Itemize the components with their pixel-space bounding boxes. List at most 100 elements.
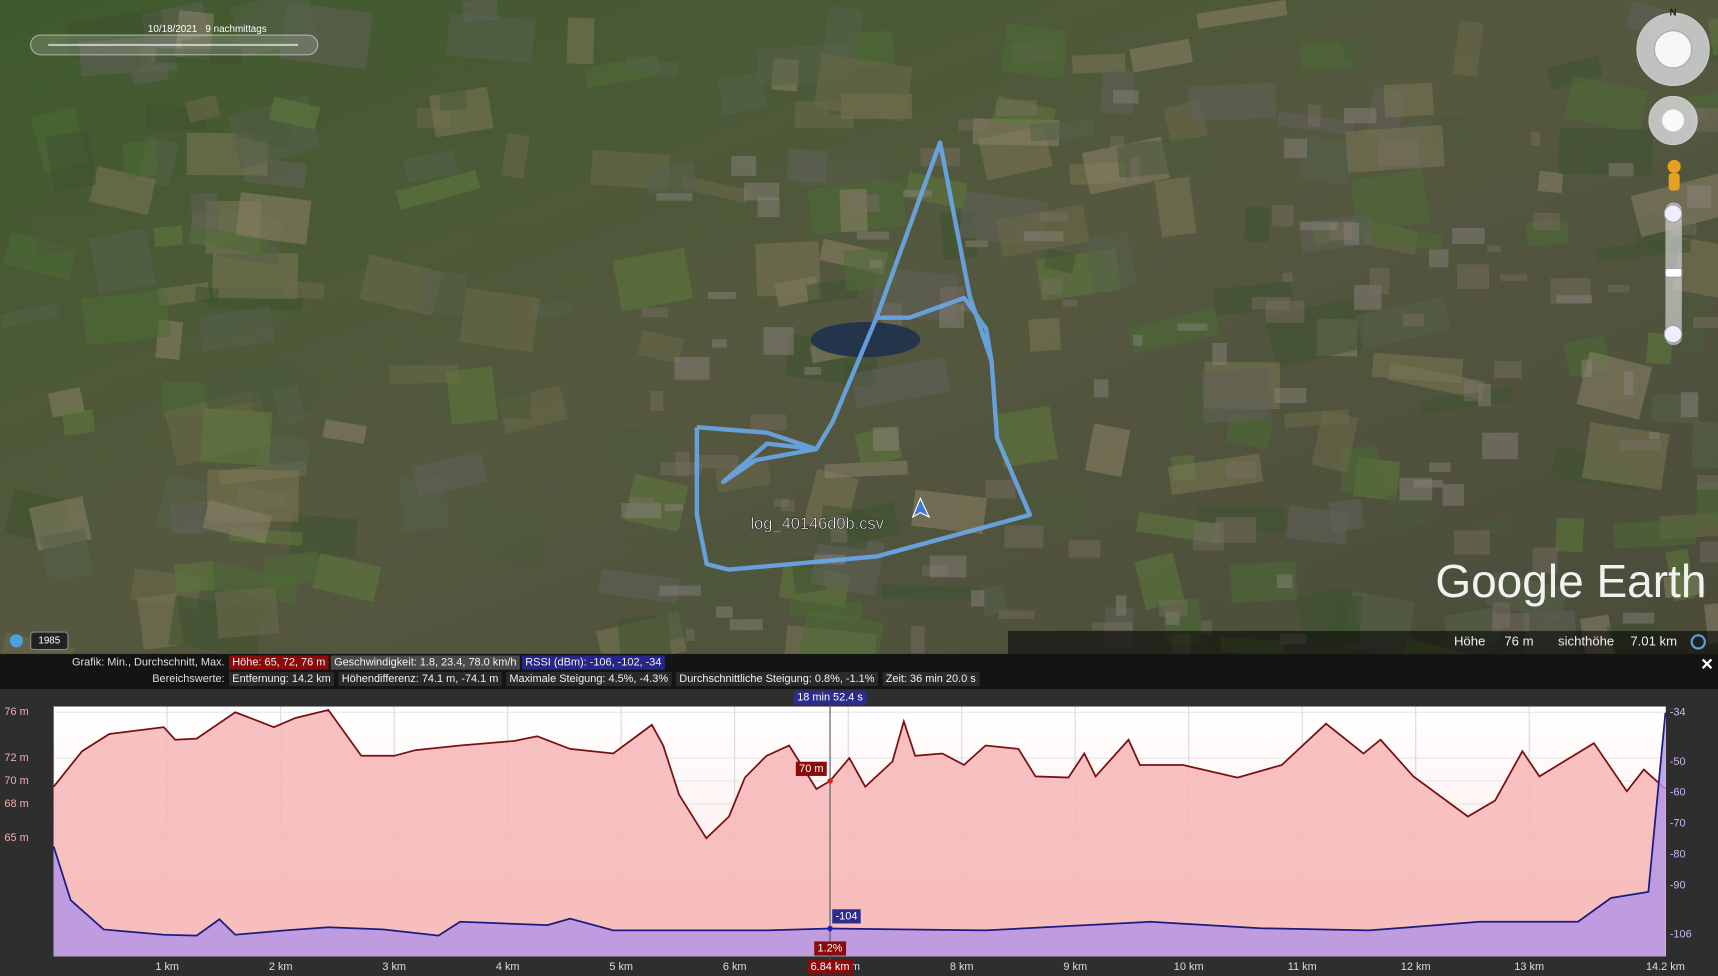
zoom-thumb[interactable] <box>1664 267 1683 278</box>
urban-block <box>1226 461 1257 479</box>
look-joystick[interactable] <box>1653 30 1693 69</box>
urban-block <box>1532 547 1558 574</box>
urban-block <box>1697 475 1718 490</box>
urban-block <box>1165 611 1180 625</box>
terrain-patch <box>1154 176 1197 238</box>
x-tick-label: 1 km <box>155 961 179 973</box>
terrain-patch <box>850 356 951 409</box>
urban-block <box>1272 205 1294 227</box>
terrain-patch <box>1340 446 1379 493</box>
terrain-patch <box>848 30 895 69</box>
track-path <box>694 140 1033 572</box>
urban-block <box>744 182 780 201</box>
terrain-patch <box>1029 119 1095 142</box>
zoom-in[interactable] <box>1663 204 1683 223</box>
area-fill <box>53 709 1666 957</box>
terrain-patch <box>680 175 750 204</box>
terrain-patch <box>1485 571 1568 622</box>
cursor-label: 70 m <box>799 763 823 775</box>
urban-block <box>1276 574 1293 589</box>
label-background <box>228 655 329 670</box>
urban-block <box>750 414 787 430</box>
urban-block <box>1499 274 1528 281</box>
terrain-patch <box>979 585 1009 617</box>
terrain-patch <box>173 561 216 594</box>
urban-block <box>1463 379 1478 393</box>
terrain-patch <box>269 96 321 130</box>
close-button[interactable] <box>1701 658 1713 669</box>
urban-block <box>1608 284 1630 293</box>
terrain-patch <box>88 228 156 295</box>
track-path <box>876 295 994 362</box>
urban-block <box>1307 104 1321 127</box>
x-tick-label: 4 km <box>496 961 520 973</box>
urban-block <box>660 462 702 476</box>
history-icon[interactable] <box>9 634 24 648</box>
urban-block <box>1457 264 1489 289</box>
y2-tick-label: -60 <box>1670 787 1686 799</box>
stat-value: Höhendifferenz: 74.1 m, -74.1 m <box>342 673 499 685</box>
terrain-patch <box>823 6 864 59</box>
urban-block <box>1265 300 1305 323</box>
street-view-head[interactable] <box>1667 159 1681 174</box>
urban-block <box>1092 622 1133 630</box>
terrain-patch <box>1350 169 1431 234</box>
urban-block <box>1004 525 1044 548</box>
urban-block <box>1533 212 1560 231</box>
cursor-label: 1.2% <box>818 943 843 955</box>
urban-block <box>1478 383 1491 407</box>
terrain-patch <box>1371 352 1464 384</box>
terrain-patch <box>1419 386 1513 416</box>
urban-block <box>1068 540 1101 558</box>
terrain-patch <box>786 148 828 183</box>
cursor-point <box>827 925 833 932</box>
y2-tick-label: -80 <box>1670 848 1686 860</box>
urban-block <box>1699 541 1718 563</box>
terrain-patch <box>235 191 312 245</box>
urban-block <box>675 451 690 477</box>
move-joystick[interactable] <box>1662 109 1685 132</box>
status-caption: Höhe <box>1454 633 1485 648</box>
terrain-patch <box>1345 124 1445 173</box>
zoom-out[interactable] <box>1663 324 1683 344</box>
x-tick-label: 14.2 km <box>1646 961 1685 973</box>
urban-block <box>628 497 654 506</box>
terrain-patch <box>462 0 499 22</box>
urban-block <box>929 555 967 578</box>
terrain-patch <box>1665 548 1696 602</box>
x-tick-label: 3 km <box>382 961 406 973</box>
x-tick-label: 8 km <box>950 961 974 973</box>
y-tick-label: 65 m <box>4 832 28 844</box>
urban-block <box>1492 602 1510 629</box>
urban-block <box>1442 484 1464 506</box>
terrain-patch <box>681 545 768 608</box>
status-bar <box>1008 630 1718 654</box>
status-caption: sichthöhe <box>1558 633 1614 648</box>
label-background <box>228 671 335 687</box>
terrain-patch <box>1085 423 1131 478</box>
urban-block <box>716 606 733 618</box>
urban-block <box>920 147 960 166</box>
terrain-patch <box>623 54 680 77</box>
terrain-patch <box>1383 82 1434 118</box>
series-line <box>52 712 1667 937</box>
urban-block <box>1062 299 1078 307</box>
urban-block <box>856 231 890 240</box>
terrain-patch <box>1265 296 1370 369</box>
terrain-patch <box>3 232 77 281</box>
y-tick-label: 68 m <box>4 798 28 810</box>
urban-block <box>869 260 883 269</box>
terrain-patch <box>1000 23 1069 79</box>
x-tick-label: 9 km <box>1063 961 1087 973</box>
urban-block <box>998 610 1035 619</box>
street-view-body[interactable] <box>1668 173 1680 191</box>
urban-block <box>1274 387 1307 403</box>
terrain-patch <box>1526 219 1569 247</box>
urban-block <box>1378 140 1419 166</box>
urban-block <box>910 626 925 654</box>
cursor-label: -104 <box>836 910 858 922</box>
map-view[interactable]: log_40146d0b.csv Google Earth 10/18/2021… <box>0 0 1718 688</box>
urban-block <box>1193 522 1224 551</box>
terrain-patch <box>322 419 367 444</box>
terrain-patch <box>62 409 96 436</box>
